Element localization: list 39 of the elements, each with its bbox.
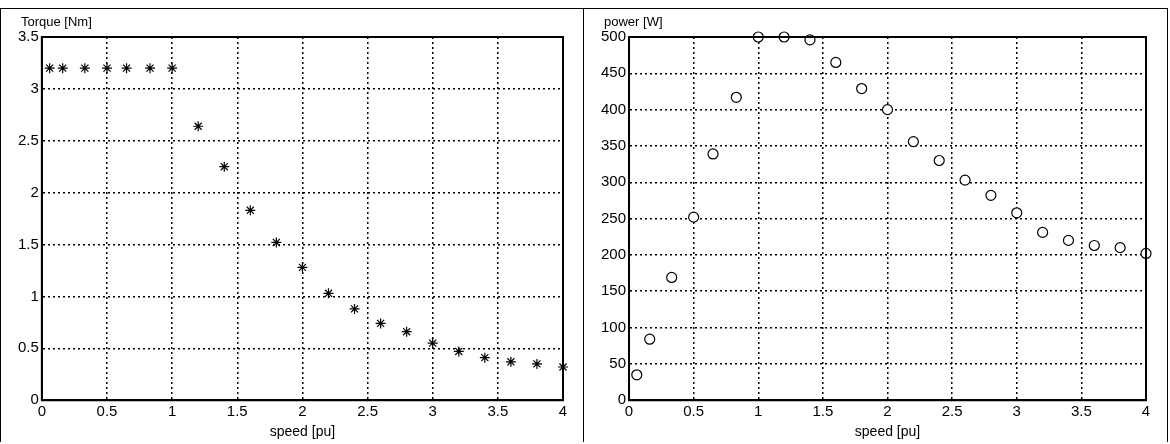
y-tick-label: 50: [609, 354, 627, 372]
y-tick-label: 250: [601, 208, 627, 226]
y-tick-label: 500: [601, 27, 627, 45]
x-tick-label: 0.5: [683, 402, 705, 420]
x-tick-label: 1.5: [226, 402, 248, 420]
x-tick-label: 3.5: [487, 402, 509, 420]
x-tick-label: 3: [1012, 402, 1021, 420]
x-tick-label: 2.5: [357, 402, 378, 420]
x-tick-label: 1.5: [812, 402, 834, 420]
x-tick-label: 0.5: [96, 402, 118, 420]
y-tick-label: 400: [601, 99, 627, 117]
x-tick-label: 2.5: [941, 402, 963, 420]
x-tick-label: 4: [558, 402, 568, 420]
y-tick-label: 0.5: [17, 338, 39, 356]
x-tick-label: 4: [1141, 402, 1151, 420]
y-tick-label: 3: [30, 79, 39, 97]
y-tick-label: 0: [617, 390, 627, 408]
x-axis-title: speed [pu]: [854, 423, 921, 440]
y-tick-label: 350: [601, 136, 627, 154]
y-tick-label: 150: [601, 281, 627, 299]
x-tick-label: 1: [754, 402, 763, 420]
x-tick-label: 2: [883, 402, 892, 420]
y-tick-label: 0: [30, 390, 39, 408]
y-tick-label: 3.5: [17, 27, 39, 45]
x-axis-title: speed [pu]: [269, 423, 336, 440]
y-tick-label: 200: [601, 245, 627, 263]
y-tick-label: 1.5: [17, 234, 39, 252]
y-axis-title: power [W]: [604, 14, 663, 29]
x-tick-label: 3: [428, 402, 437, 420]
y-tick-label: 300: [601, 172, 627, 190]
y-tick-label: 1: [30, 286, 39, 304]
y-tick-label: 2: [30, 182, 39, 200]
x-tick-label: 2: [298, 402, 307, 420]
y-tick-label: 2.5: [17, 130, 39, 148]
y-axis-title: Torque [Nm]: [21, 14, 92, 29]
x-tick-label: 3.5: [1070, 402, 1092, 420]
y-tick-label: 450: [601, 63, 627, 81]
y-tick-label: 100: [601, 317, 627, 335]
x-tick-label: 1: [167, 402, 177, 420]
